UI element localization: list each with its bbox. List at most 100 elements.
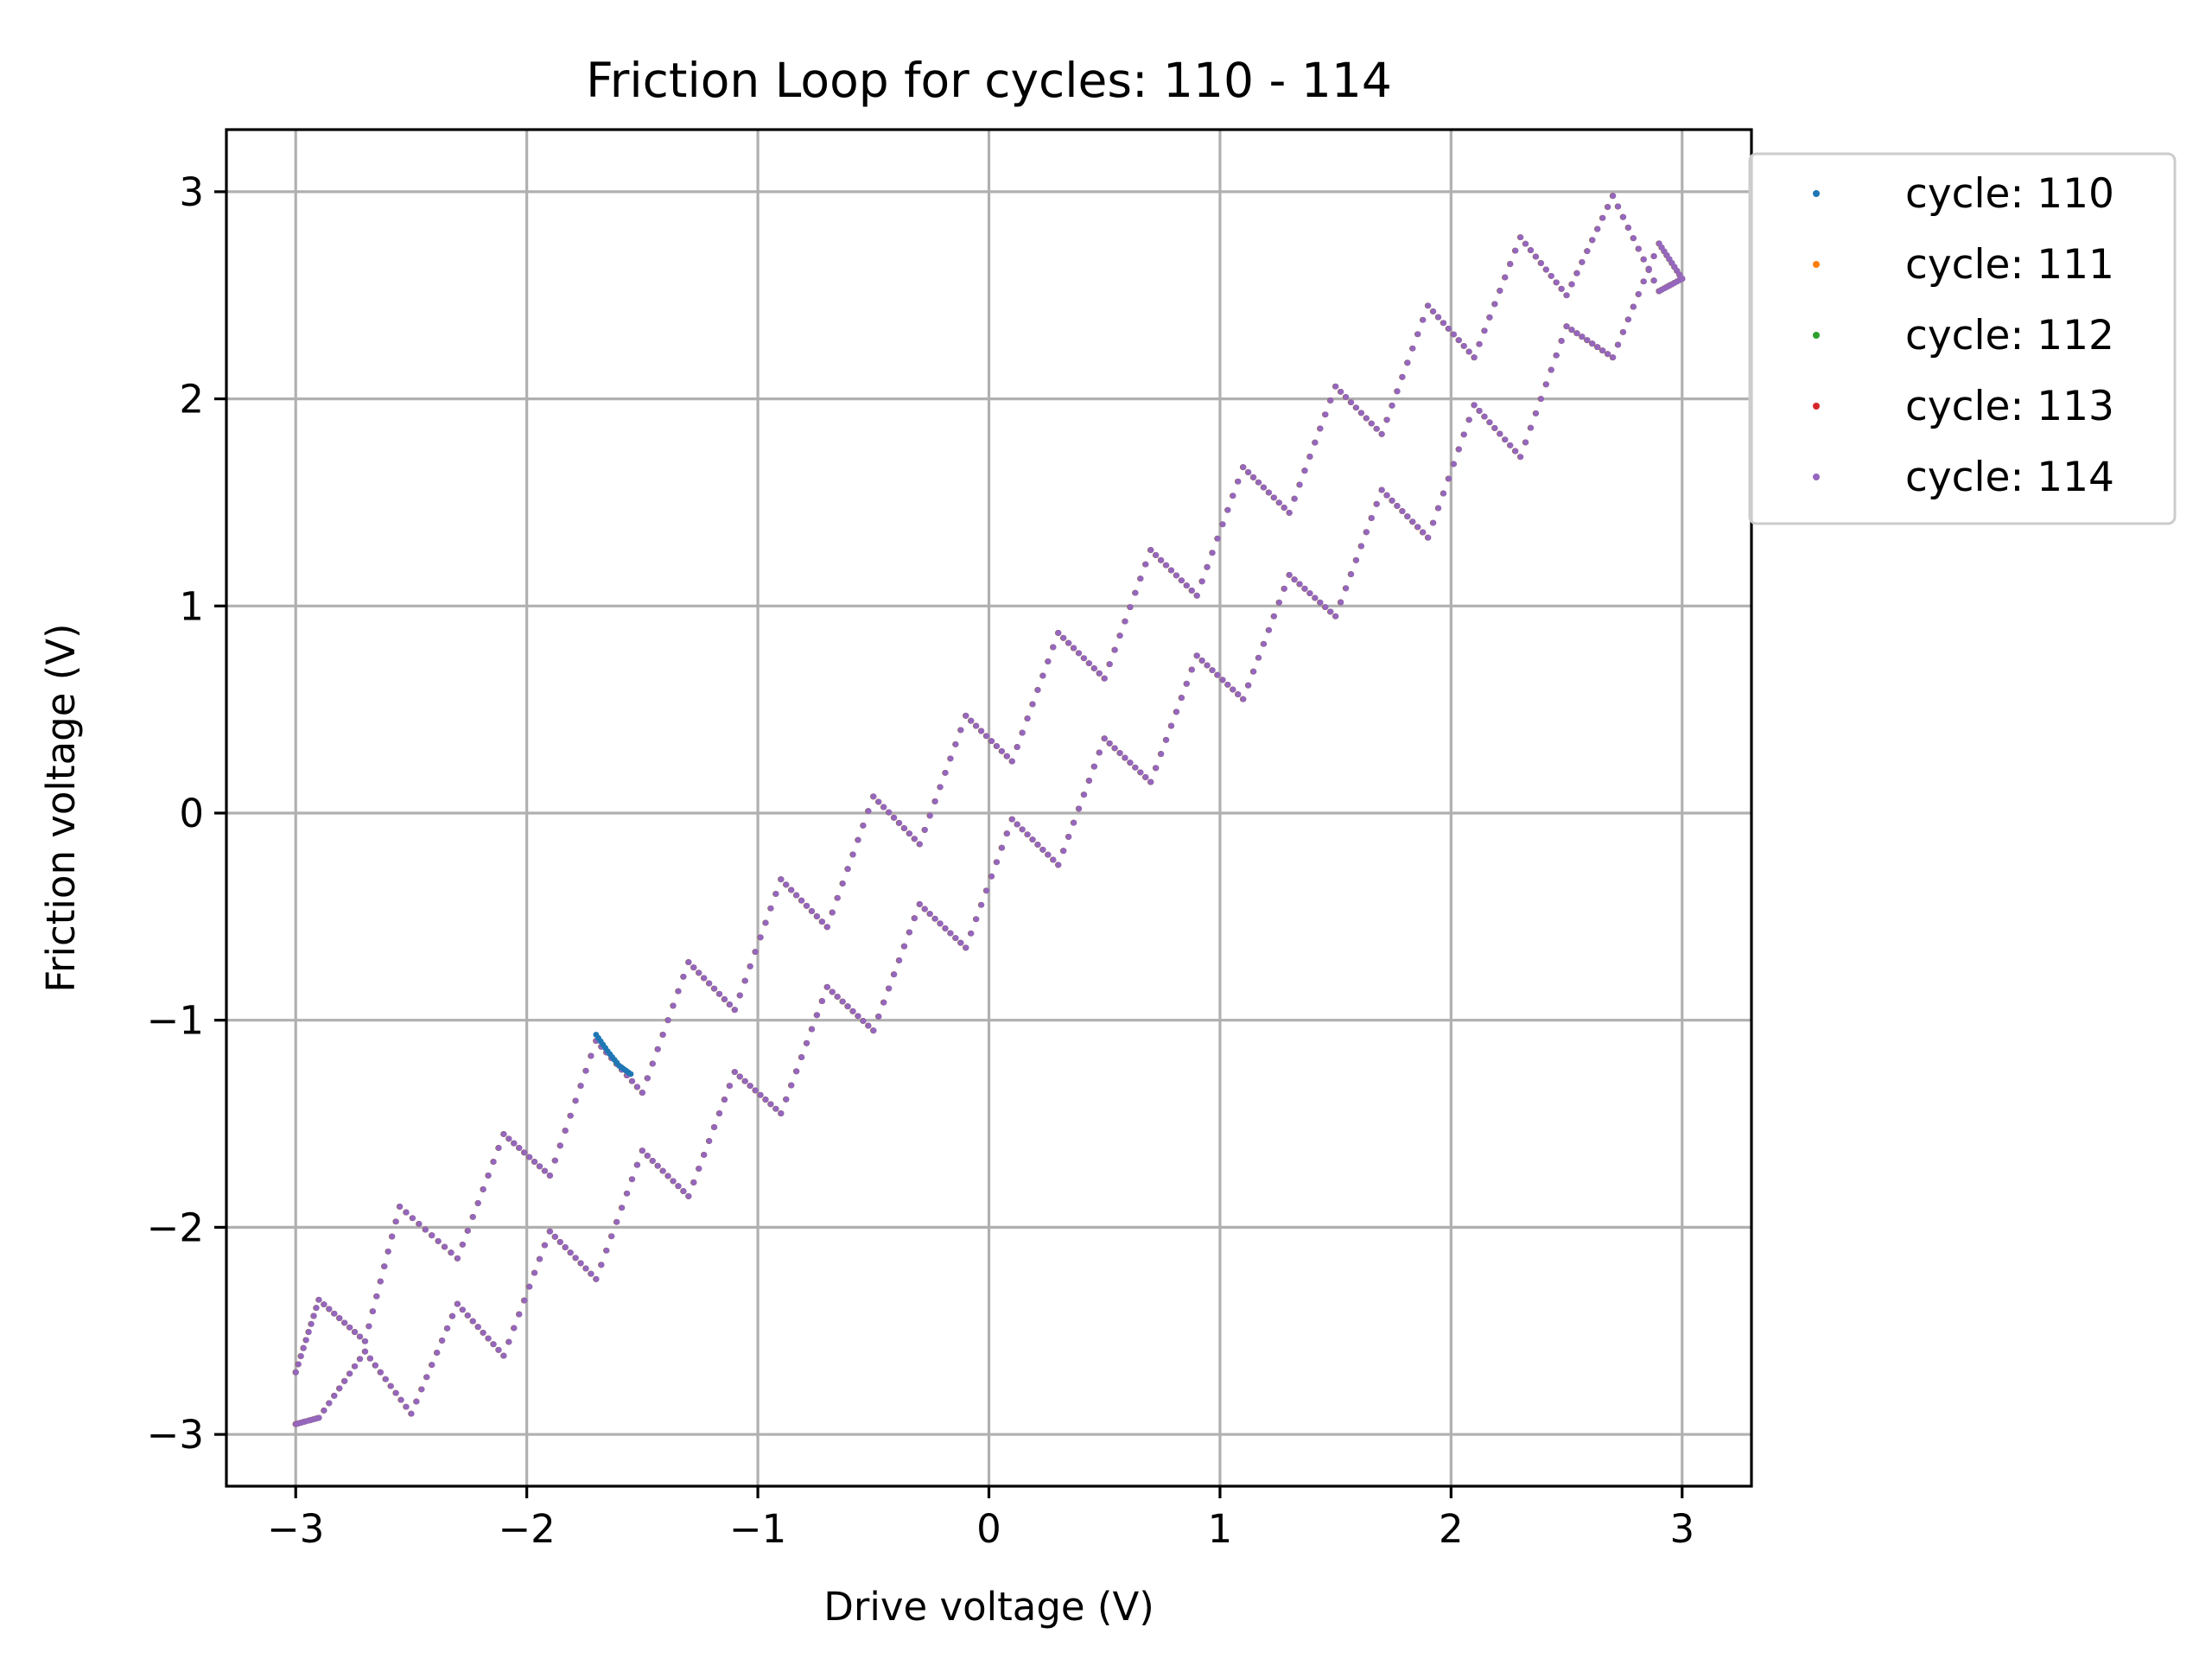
data-point [1579,334,1586,340]
data-point [1343,394,1350,400]
data-point [1317,425,1324,432]
data-point [1394,503,1401,509]
data-point [912,836,918,842]
data-point [1502,274,1509,281]
data-point [315,1296,322,1303]
data-point [1322,604,1329,611]
data-point [336,1385,343,1392]
data-point [680,1188,687,1194]
data-point [860,1018,867,1024]
data-point [762,919,769,926]
data-point [1306,454,1313,460]
data-point [1651,253,1657,259]
data-point [1312,439,1319,446]
data-point [1466,348,1472,355]
data-point [1512,448,1519,454]
data-point [1358,410,1365,416]
data-point [1065,639,1072,646]
data-point [809,1026,816,1033]
data-point [362,1338,369,1344]
data-point [1194,652,1200,659]
data-point [521,1297,528,1304]
data-point [742,1077,748,1084]
data-point [1646,265,1652,272]
data-point [1168,567,1175,574]
data-point [1522,439,1529,446]
data-point [1338,599,1344,606]
data-point [1204,662,1211,669]
data-point [1137,575,1144,582]
x-tick-label: 3 [1669,1506,1694,1552]
data-point [753,1087,759,1094]
data-point [293,1421,299,1427]
data-point [435,1237,442,1244]
data-point [1071,819,1077,826]
data-point [1276,599,1282,606]
data-point [1625,316,1632,323]
data-point [917,841,923,848]
data-point [495,1346,502,1353]
data-point [675,988,682,995]
data-point [1122,618,1128,625]
data-point [537,1255,543,1262]
data-point [1214,671,1221,678]
data-point [1636,245,1642,252]
data-point [346,1324,353,1331]
data-point [1615,341,1622,348]
data-point [1414,331,1421,338]
data-point [1497,430,1503,437]
data-point [1024,715,1031,721]
data-point [1184,680,1191,687]
data-point [448,1249,454,1256]
data-point [1224,681,1231,688]
data-point [1276,499,1282,506]
data-point [1507,442,1514,448]
data-point [1250,668,1257,675]
data-point [999,747,1006,754]
data-point [973,916,980,923]
data-point [521,1149,528,1156]
y-tick-label: 2 [179,377,204,423]
data-point [1240,464,1247,471]
data-point [1579,259,1586,265]
data-point [341,1319,348,1326]
data-point [537,1163,543,1170]
data-point [1245,469,1252,475]
data-point [1271,613,1278,620]
data-point [1491,425,1498,431]
data-point [296,1361,302,1368]
data-point [603,1247,610,1254]
data-point [942,769,949,776]
data-point [742,977,748,984]
legend-marker [1813,474,1820,480]
data-point [772,1105,779,1112]
data-point [634,1084,641,1090]
data-point [819,998,826,1004]
data-point [1184,582,1191,588]
data-point [804,1039,810,1046]
data-point [1425,534,1432,541]
data-point [1039,672,1046,679]
data-point [298,1353,304,1359]
data-point [511,1140,518,1147]
data-point [1610,354,1617,361]
axis-ticks: −3 −2 −1 0 1 2 3 −3 −2 −1 0 1 2 3 [147,169,1694,1552]
data-point [526,1283,533,1290]
data-point [313,1305,320,1311]
data-point [1594,344,1601,351]
data-point [1055,630,1062,636]
data-point [1142,561,1149,568]
data-point [416,1220,423,1227]
data-point [1255,479,1262,486]
data-point [1456,446,1462,453]
data-point [1009,816,1015,823]
data-point [747,963,753,969]
legend-box [1748,152,2177,525]
data-point [1266,489,1273,496]
data-point [1517,454,1524,461]
data-point [393,1389,399,1396]
data-point [1605,351,1611,358]
data-point [844,866,851,873]
data-point [434,1350,441,1356]
